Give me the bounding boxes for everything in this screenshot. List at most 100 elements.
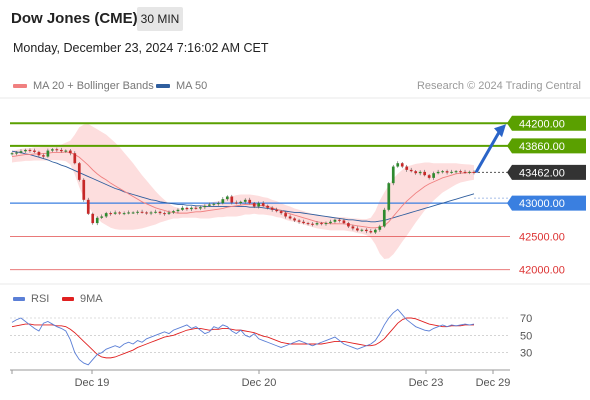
last-price-tag xyxy=(507,164,586,180)
legend-bollinger: MA 20 + Bollinger Bands xyxy=(13,80,154,92)
candle-body xyxy=(46,150,50,157)
ma50-swatch xyxy=(156,84,170,89)
candle-body xyxy=(347,223,350,227)
candle-body xyxy=(351,226,355,229)
candle-body xyxy=(51,149,54,151)
candle-body xyxy=(194,207,198,209)
candle-body xyxy=(122,213,126,215)
candle-body xyxy=(275,209,278,212)
x-tick-label: Dec 19 xyxy=(75,377,110,389)
candle-body xyxy=(154,211,157,213)
candle-body xyxy=(279,211,283,214)
candle-body xyxy=(86,199,90,214)
candle-body xyxy=(333,219,337,222)
candle-body xyxy=(441,171,444,173)
candle-body xyxy=(306,223,310,225)
ma50-line xyxy=(11,150,475,223)
candle-body xyxy=(266,205,270,208)
candle-body xyxy=(10,153,14,155)
candle-body xyxy=(149,212,153,214)
candles xyxy=(10,147,476,235)
candle-body xyxy=(432,173,435,178)
candle-body xyxy=(185,207,189,210)
forecast-arrow xyxy=(474,124,506,174)
x-axis: Dec 19 Dec 20 Dec 23 Dec 29 xyxy=(11,370,511,389)
candle-body xyxy=(243,199,247,202)
timeframe-selector[interactable]: 30 MIN xyxy=(137,7,183,31)
candle-body xyxy=(221,199,225,204)
candle-body xyxy=(118,212,121,214)
candle-body xyxy=(423,171,427,176)
resistance-tag xyxy=(507,115,586,131)
legend-rsi: RSI xyxy=(13,293,49,305)
rsi-line xyxy=(11,308,475,366)
candle-body xyxy=(454,171,458,173)
candle-body xyxy=(436,171,440,174)
candle-body xyxy=(450,171,453,173)
candle-body xyxy=(409,169,413,172)
candle-body xyxy=(445,171,449,173)
candle-body xyxy=(315,223,319,225)
x-tick-label: Dec 23 xyxy=(409,377,444,389)
candle-body xyxy=(225,196,229,200)
bollinger-swatch xyxy=(13,84,27,89)
candle-body xyxy=(208,204,211,206)
candle-body xyxy=(216,203,220,205)
candle-body xyxy=(28,149,32,151)
support-label: 42000.00 xyxy=(519,265,565,277)
candle-body xyxy=(230,196,234,203)
candle-body xyxy=(248,199,252,204)
candle-body xyxy=(284,213,287,217)
x-tick-label: Dec 20 xyxy=(242,377,277,389)
candle-body xyxy=(82,179,86,200)
candle-body xyxy=(400,163,404,167)
candle-body xyxy=(324,223,328,225)
candle-body xyxy=(176,209,180,212)
candle-body xyxy=(360,229,364,231)
chart-header: Dow Jones (CME) 30 MIN xyxy=(0,0,590,38)
ma20-line xyxy=(11,151,475,229)
candle-body xyxy=(234,202,238,204)
candle-body xyxy=(427,175,431,178)
rsi-tick-label: 50 xyxy=(520,330,532,342)
candle-body xyxy=(203,205,207,208)
rsi-ma9-line xyxy=(11,317,474,359)
candle-body xyxy=(472,171,476,173)
resistance-tag-label: 43860.00 xyxy=(519,141,565,153)
candle-body xyxy=(311,223,314,225)
chart-frame xyxy=(0,97,590,371)
research-credit: Research © 2024 Trading Central xyxy=(416,80,581,92)
candle-body xyxy=(369,231,373,233)
candle-body xyxy=(172,211,175,213)
candle-body xyxy=(329,221,332,224)
candle-body xyxy=(356,228,359,231)
candle-body xyxy=(293,218,296,221)
instrument-title: Dow Jones (CME) xyxy=(11,10,138,27)
candle-body xyxy=(405,166,409,170)
candle-body xyxy=(212,203,216,205)
resistance-tag-label: 44200.00 xyxy=(519,118,565,130)
candle-body xyxy=(288,216,292,219)
legend-ma50: MA 50 xyxy=(156,80,207,92)
candle-body xyxy=(181,207,184,210)
candle-body xyxy=(342,220,346,224)
candle-body xyxy=(100,216,104,218)
candle-body xyxy=(55,149,59,151)
forecast-arrow-shaft xyxy=(474,131,501,174)
legend-bollinger-label: MA 20 + Bollinger Bands xyxy=(33,80,154,92)
candle-body xyxy=(382,209,386,227)
x-tick-label: Dec 29 xyxy=(476,377,511,389)
candle-body xyxy=(140,211,144,213)
candle-body xyxy=(190,207,193,210)
bollinger-band-area xyxy=(12,123,474,260)
candle-body xyxy=(297,220,301,222)
candle-body xyxy=(463,171,467,173)
legend-9ma: 9MA xyxy=(62,293,103,305)
support-label: 42500.00 xyxy=(519,231,565,243)
legend-ma50-label: MA 50 xyxy=(176,80,208,92)
moving-averages xyxy=(11,150,475,229)
candle-body xyxy=(199,207,202,209)
candle-body xyxy=(270,207,274,210)
chart-datetime: Monday, December 23, 2024 7:16:02 AM CET xyxy=(13,41,269,55)
